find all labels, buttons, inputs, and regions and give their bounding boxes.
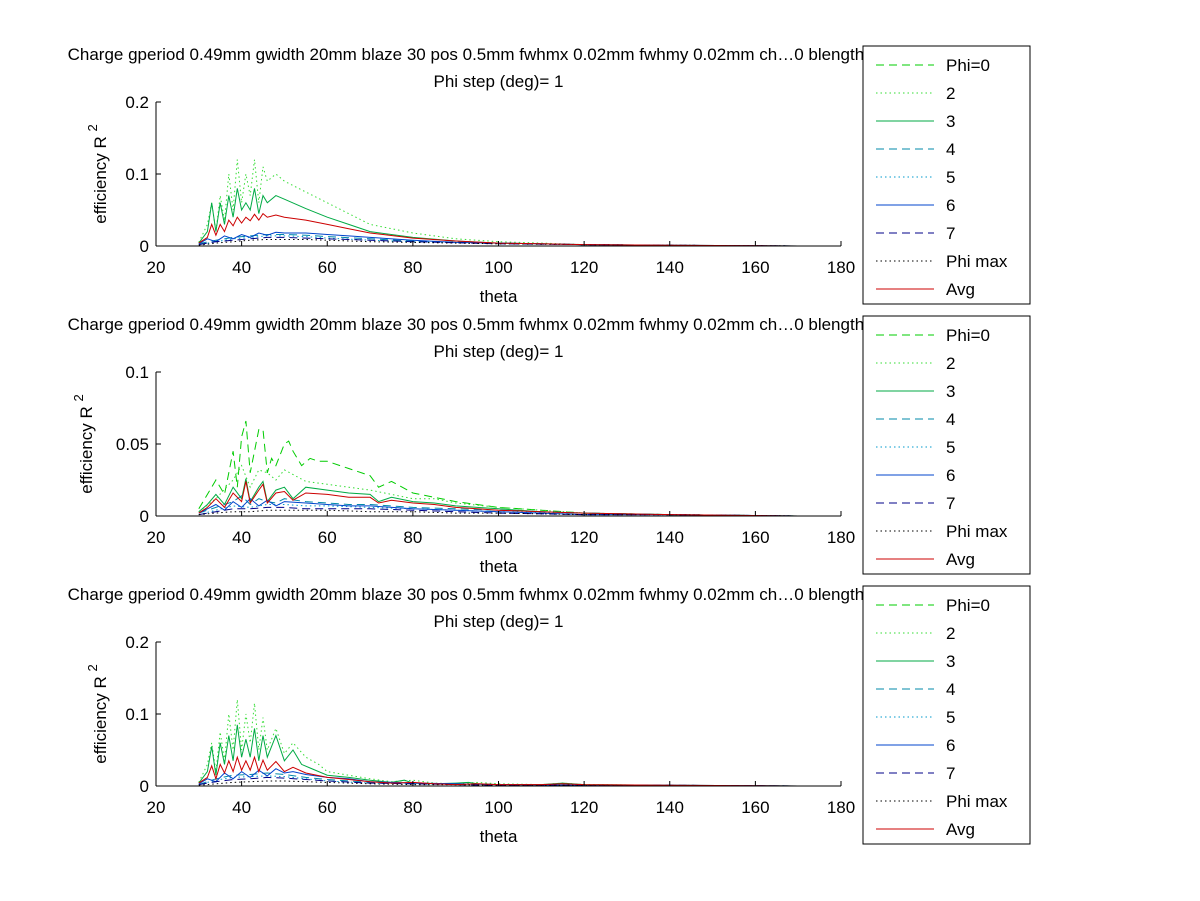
x-tick-label: 20 [147, 798, 166, 817]
series-line-3 [198, 478, 799, 517]
x-tick-label: 60 [318, 258, 337, 277]
legend-label: 4 [946, 680, 955, 699]
series-line-5 [198, 504, 799, 517]
legend-label: Avg [946, 280, 975, 299]
legend: Phi=0 2 3 4 5 6 7 Phi max Avg [862, 45, 1031, 305]
legend-label: 3 [946, 652, 955, 671]
legend-label: Phi max [946, 792, 1008, 811]
x-tick-label: 80 [403, 528, 422, 547]
y-tick-label: 0.1 [125, 363, 149, 382]
legend-label: Phi=0 [946, 56, 990, 75]
x-tick-label: 60 [318, 798, 337, 817]
x-tick-label: 80 [403, 798, 422, 817]
series-lines [198, 420, 799, 517]
series-line-5 [198, 235, 799, 247]
plot-subtitle: Phi step (deg)= 1 [434, 72, 564, 91]
x-tick-label: 40 [232, 528, 251, 547]
legend-label: 6 [946, 466, 955, 485]
legend-label: Phi max [946, 522, 1008, 541]
series-line-1 [198, 420, 799, 517]
y-tick-label: 0.1 [125, 165, 149, 184]
legend-label: 4 [946, 410, 955, 429]
legend-label: 7 [946, 494, 955, 513]
x-tick-label: 40 [232, 798, 251, 817]
x-tick-label: 120 [570, 258, 598, 277]
x-axis-label: theta [480, 287, 518, 306]
plot-title: Charge gperiod 0.49mm gwidth 20mm blaze … [68, 315, 930, 334]
y-tick-label: 0.05 [116, 435, 149, 454]
y-tick-label: 0 [140, 777, 149, 796]
legend-label: 5 [946, 168, 955, 187]
series-line-5 [198, 775, 799, 787]
x-tick-label: 180 [827, 528, 855, 547]
series-line-9 [198, 481, 799, 517]
x-tick-label: 160 [741, 258, 769, 277]
y-axis-label-superscript: 2 [71, 394, 86, 401]
legend-label: 6 [946, 736, 955, 755]
plot-title: Charge gperiod 0.49mm gwidth 20mm blaze … [68, 45, 930, 64]
series-line-9 [198, 755, 799, 787]
series-line-8 [198, 780, 799, 787]
y-tick-label: 0 [140, 507, 149, 526]
x-tick-label: 120 [570, 798, 598, 817]
legend: Phi=0 2 3 4 5 6 7 Phi max Avg [862, 585, 1031, 845]
series-line-2 [198, 159, 799, 247]
series-line-2 [198, 699, 799, 787]
legend-label: 3 [946, 382, 955, 401]
subplot-3: 20 40 60 80 100 120 140 160 180 0 0.1 0.2 Charge gpe… [68, 585, 1031, 846]
x-tick-label: 100 [484, 528, 512, 547]
x-tick-label: 100 [484, 798, 512, 817]
legend-label: 5 [946, 708, 955, 727]
legend-label: 2 [946, 354, 955, 373]
legend-label: Phi=0 [946, 596, 990, 615]
x-tick-label: 140 [656, 528, 684, 547]
x-tick-label: 160 [741, 528, 769, 547]
y-axis-label-superscript: 2 [85, 664, 100, 671]
x-tick-label: 20 [147, 528, 166, 547]
series-line-8 [198, 239, 799, 247]
x-tick-label: 160 [741, 798, 769, 817]
legend-label: 7 [946, 224, 955, 243]
series-line-7 [198, 506, 799, 517]
series-line-9 [198, 212, 799, 247]
legend-label: Phi=0 [946, 326, 990, 345]
y-axis-label-superscript: 2 [85, 124, 100, 131]
y-tick-label: 0.2 [125, 633, 149, 652]
subplot-1: 20 40 60 80 100 120 140 160 180 0 0.1 0.2 Charge gpe… [68, 45, 1031, 306]
x-tick-label: 120 [570, 528, 598, 547]
x-tick-label: 140 [656, 258, 684, 277]
legend-label: 2 [946, 624, 955, 643]
legend-label: Avg [946, 820, 975, 839]
y-tick-label: 0.2 [125, 93, 149, 112]
x-tick-label: 60 [318, 528, 337, 547]
x-axis-label: theta [480, 827, 518, 846]
legend-label: Phi max [946, 252, 1008, 271]
x-tick-label: 180 [827, 258, 855, 277]
x-tick-label: 180 [827, 798, 855, 817]
legend-label: Avg [946, 550, 975, 569]
y-tick-label: 0 [140, 237, 149, 256]
y-tick-label: 0.1 [125, 705, 149, 724]
plot-title: Charge gperiod 0.49mm gwidth 20mm blaze … [68, 585, 930, 604]
legend-label: 7 [946, 764, 955, 783]
legend-label: 4 [946, 140, 955, 159]
subplot-2: 20 40 60 80 100 120 140 160 180 0 0.05 0.1 Charge gp… [68, 315, 1031, 576]
x-tick-label: 140 [656, 798, 684, 817]
x-tick-label: 100 [484, 258, 512, 277]
legend-label: 2 [946, 84, 955, 103]
x-tick-label: 20 [147, 258, 166, 277]
x-axis-label: theta [480, 557, 518, 576]
series-line-6 [198, 498, 799, 517]
legend-label: 6 [946, 196, 955, 215]
legend: Phi=0 2 3 4 5 6 7 Phi max Avg [862, 315, 1031, 575]
plot-subtitle: Phi step (deg)= 1 [434, 612, 564, 631]
legend-label: 3 [946, 112, 955, 131]
legend-label: 5 [946, 438, 955, 457]
plot-subtitle: Phi step (deg)= 1 [434, 342, 564, 361]
x-tick-label: 40 [232, 258, 251, 277]
x-tick-label: 80 [403, 258, 422, 277]
